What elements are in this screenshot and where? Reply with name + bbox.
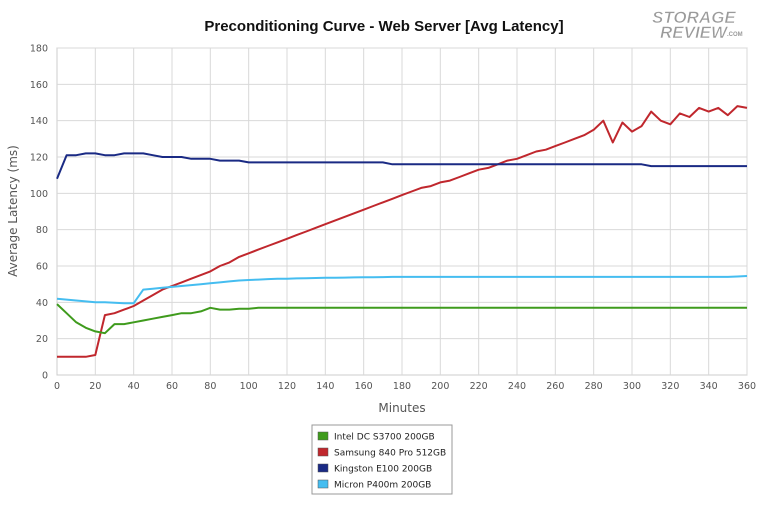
x-tick-label: 240: [508, 381, 526, 392]
y-tick-label: 40: [36, 298, 48, 309]
svg-text:STORAGE: STORAGE: [652, 8, 736, 27]
y-tick-label: 160: [30, 80, 48, 91]
legend-swatch: [317, 447, 329, 457]
x-tick-label: 140: [316, 381, 334, 392]
svg-text:REVIEW: REVIEW: [660, 23, 729, 42]
series-lines: [56, 105, 748, 358]
x-tick-label: 40: [128, 381, 140, 392]
x-tick-label: 0: [54, 381, 60, 392]
x-tick-label: 220: [470, 381, 488, 392]
legend-label: Micron P400m 200GB: [334, 481, 431, 491]
x-tick-label: 60: [166, 381, 178, 392]
y-tick-label: 20: [36, 334, 48, 345]
legend-label: Kingston E100 200GB: [334, 465, 432, 475]
y-axis-label: Average Latency (ms): [6, 145, 20, 277]
x-tick-label: 320: [661, 381, 679, 392]
legend: Intel DC S3700 200GB Samsung 840 Pro 512G…: [311, 424, 453, 495]
x-axis-label: Minutes: [378, 401, 425, 415]
y-tick-label: 180: [30, 44, 48, 55]
legend-label: Samsung 840 Pro 512GB: [334, 449, 446, 459]
svg-text:.COM: .COM: [727, 32, 743, 38]
y-tick-label: 80: [36, 225, 48, 236]
x-tick-label: 260: [546, 381, 564, 392]
legend-label: Intel DC S3700 200GB: [334, 433, 435, 443]
legend-swatch: [317, 431, 329, 441]
legend-swatch: [317, 463, 329, 473]
x-tick-label: 20: [89, 381, 101, 392]
y-tick-label: 60: [36, 262, 48, 273]
x-tick-label: 360: [738, 381, 756, 392]
x-tick-label: 160: [355, 381, 373, 392]
series-line-kingston-e100-200gb: [56, 152, 747, 180]
y-tick-labels: 0 20 40 60 80 100 120 140 160 180: [30, 44, 48, 382]
y-tick-label: 100: [30, 189, 48, 200]
x-tick-label: 180: [393, 381, 411, 392]
legend-swatch: [317, 479, 329, 489]
x-tick-labels: 0 20 40 60 80 100 120 140 160 180 200 220 240 260 280 3…: [54, 381, 756, 392]
storagereview-logo: STORAGE REVIEW .COM: [652, 8, 743, 43]
chart-title: Preconditioning Curve - Web Server [Avg …: [204, 18, 563, 35]
x-tick-label: 280: [585, 381, 603, 392]
x-tick-label: 80: [204, 381, 216, 392]
y-tick-label: 120: [30, 153, 48, 164]
x-tick-label: 100: [240, 381, 258, 392]
grid: [57, 47, 748, 375]
y-tick-label: 140: [30, 116, 48, 127]
x-tick-label: 200: [431, 381, 449, 392]
series-line-micron-p400m-200gb: [56, 275, 748, 305]
x-tick-label: 340: [700, 381, 718, 392]
x-tick-label: 120: [278, 381, 296, 392]
y-tick-label: 0: [42, 371, 48, 382]
x-tick-label: 300: [623, 381, 641, 392]
series-line-intel-dc-s3700-200gb: [56, 303, 747, 335]
